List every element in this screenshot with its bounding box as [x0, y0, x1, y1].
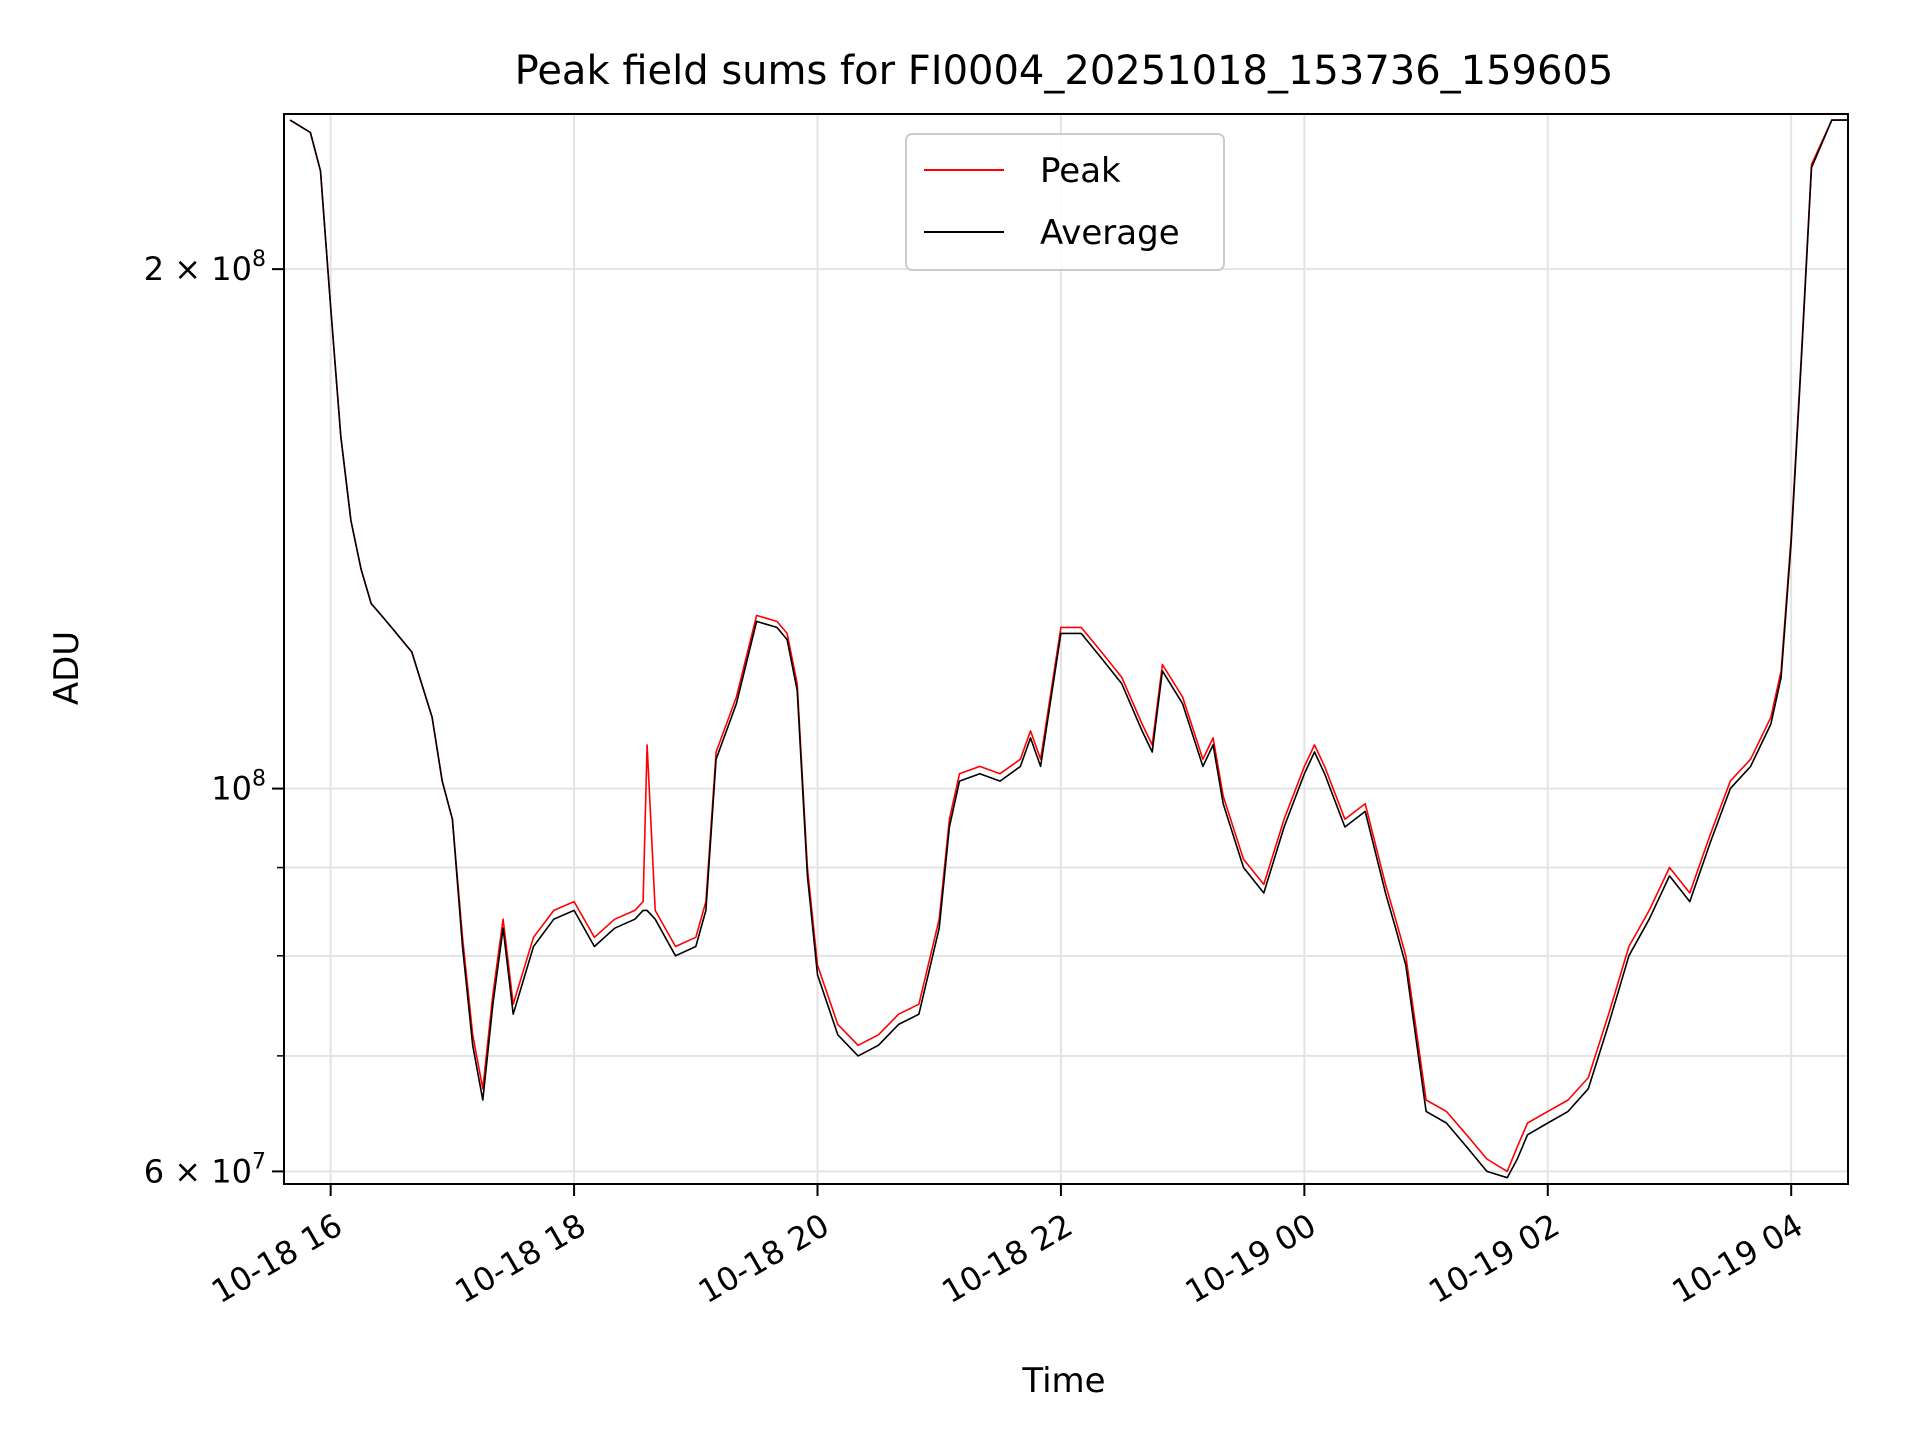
- legend-label-average: Average: [1040, 213, 1180, 253]
- grid: [284, 114, 1848, 1184]
- chart-title: Peak field sums for FI0004_20251018_1537…: [515, 48, 1614, 94]
- legend: Peak Average: [905, 133, 1225, 271]
- x-tick-label: 10-19 02: [1422, 1206, 1566, 1311]
- x-tick-label: 10-18 16: [205, 1206, 349, 1311]
- y-axis-label: ADU: [47, 631, 87, 705]
- x-tick-label: 10-19 04: [1666, 1206, 1810, 1311]
- series-line-average: [289, 119, 1848, 1179]
- legend-box: [905, 133, 1225, 271]
- series-line-peak: [289, 119, 1848, 1173]
- x-axis: 10-18 16 10-18 18 10-18 20 10-18 22 10-19 00…: [205, 1184, 1809, 1311]
- y-tick-label: 108: [211, 767, 266, 808]
- plot-frame: [283, 113, 1849, 1185]
- y-tick-label: 6 × 107: [144, 1149, 266, 1190]
- y-tick-label: 2 × 108: [144, 247, 266, 288]
- y-axis: 6 × 107 108 2 × 108: [144, 247, 284, 1190]
- x-tick-label: 10-18 22: [935, 1206, 1079, 1311]
- x-tick-label: 10-19 00: [1179, 1206, 1323, 1311]
- legend-label-peak: Peak: [1040, 151, 1121, 191]
- x-axis-label: Time: [1021, 1361, 1105, 1401]
- x-tick-label: 10-18 20: [692, 1206, 836, 1311]
- series-lines: [289, 119, 1848, 1179]
- x-tick-label: 10-18 18: [448, 1206, 592, 1311]
